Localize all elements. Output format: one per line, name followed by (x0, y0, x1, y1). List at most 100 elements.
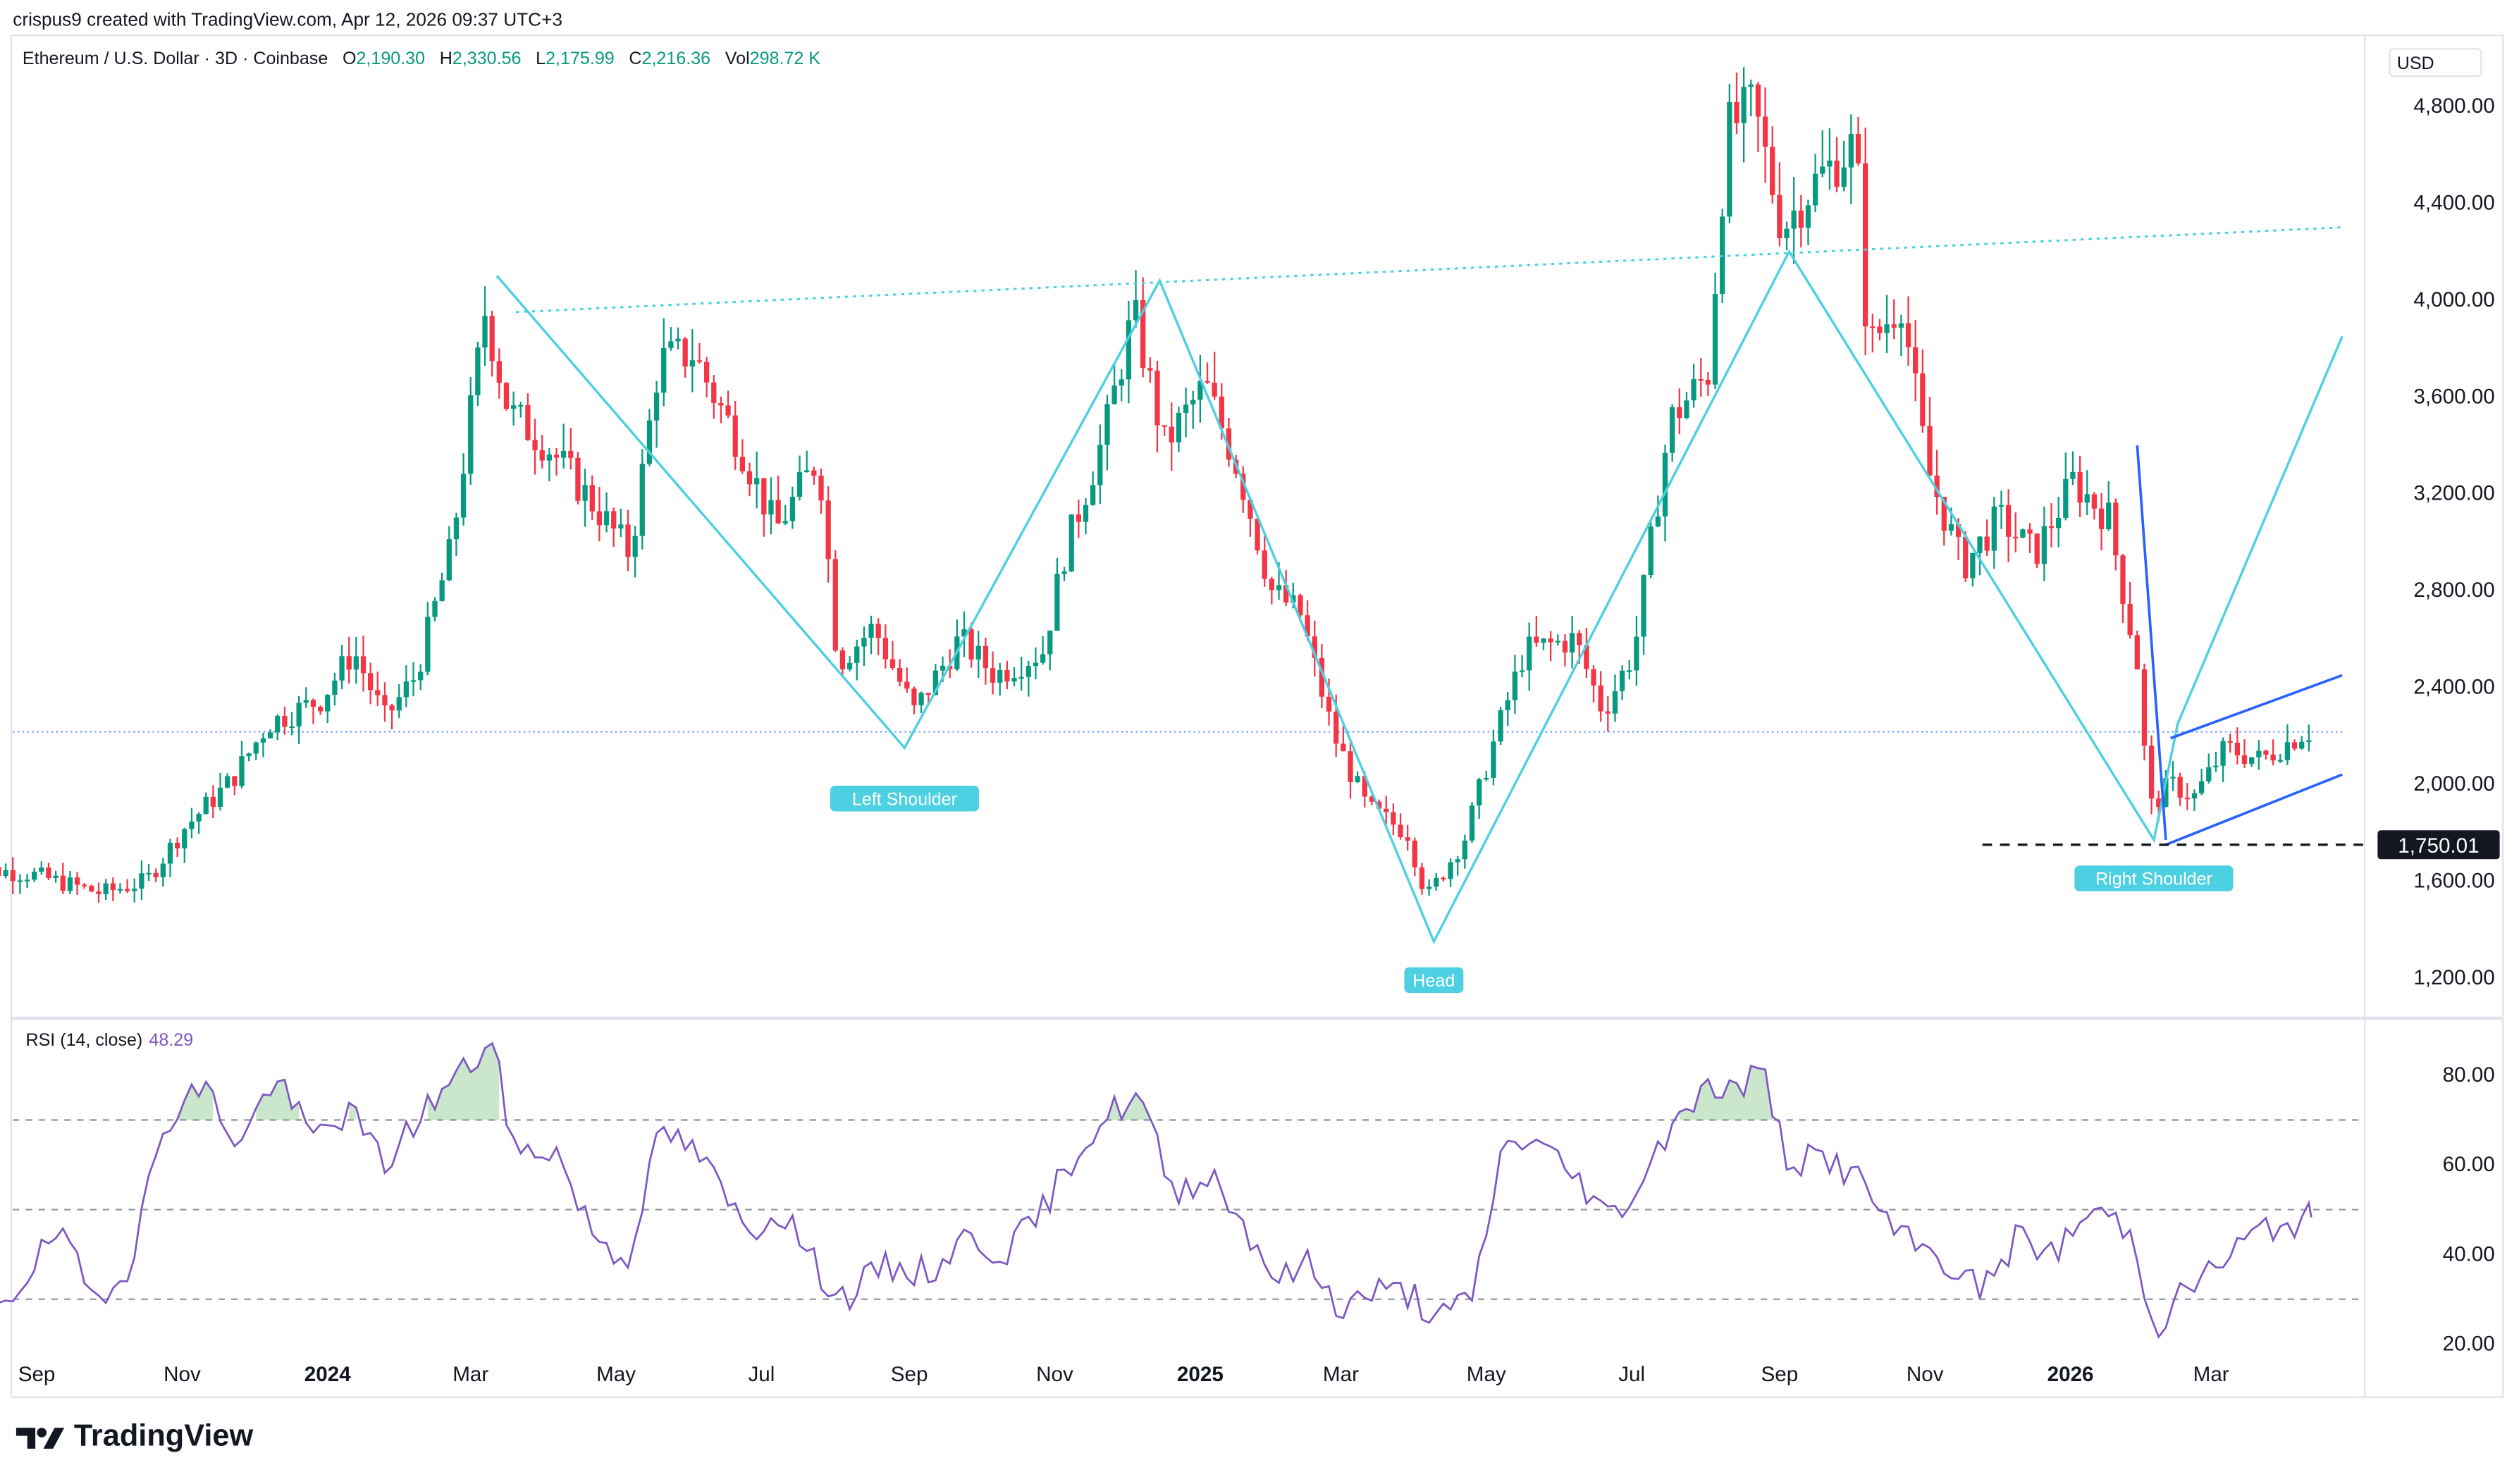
candle-body (2020, 529, 2026, 538)
candle-body (1991, 506, 1997, 551)
candle-body (353, 656, 359, 670)
candle-body (711, 382, 717, 403)
candle-body (103, 883, 109, 894)
candle-body (1434, 877, 1439, 887)
candle-body (768, 500, 774, 515)
candle-body (589, 485, 595, 512)
price-tick-label: 1,600.00 (2413, 869, 2494, 892)
candle-body (396, 697, 402, 711)
candle-body (2220, 741, 2226, 766)
open-label: O (342, 49, 357, 70)
candle-body (1948, 524, 1954, 531)
candle-body (1698, 378, 1704, 381)
candle-body (1119, 379, 1124, 386)
candle-body (897, 667, 903, 682)
candle-body (1240, 474, 1246, 500)
tradingview-logo-icon (16, 1428, 65, 1449)
candle-body (1376, 801, 1382, 809)
time-tick-label: Jul (1618, 1363, 1645, 1386)
candle-body (2034, 533, 2040, 564)
candle-body (296, 703, 302, 726)
candle-body (882, 638, 888, 660)
candle-body (1755, 84, 1761, 117)
time-tick-label: May (596, 1363, 636, 1386)
candle-body (2120, 555, 2126, 605)
candle-body (932, 670, 939, 695)
candle-body (153, 872, 159, 877)
candle-body (2284, 742, 2291, 760)
time-tick-label: May (1467, 1363, 1506, 1386)
candle-body (189, 821, 195, 829)
symbol-name[interactable]: Ethereum / U.S. Dollar · 3D · Coinbase (22, 49, 328, 70)
candle-body (1469, 805, 1475, 841)
volume-label: Vol (725, 49, 750, 70)
candle-body (503, 383, 510, 409)
candle-body (2041, 526, 2047, 564)
candle-body (1605, 711, 1610, 714)
time-tick-label: Nov (1036, 1363, 1073, 1386)
brand-name: TradingView (73, 1419, 254, 1454)
candle-body (132, 889, 137, 891)
candle-body (1448, 862, 1453, 879)
candle-body (2113, 502, 2119, 556)
candle-body (1705, 379, 1711, 385)
candle-body (718, 402, 724, 406)
candle-body (2291, 742, 2298, 749)
candle-body (482, 316, 488, 348)
candle-body (418, 672, 424, 681)
candle-body (1963, 536, 1969, 579)
candle-body (1562, 641, 1568, 653)
rsi-tick-label: 40.00 (2443, 1242, 2495, 1266)
candle-body (0, 867, 1, 877)
currency-button[interactable]: USD (2389, 48, 2482, 78)
tradingview-brand[interactable]: TradingView (16, 1420, 253, 1455)
candle-body (2256, 750, 2262, 758)
candle-body (1133, 300, 1139, 321)
candle-body (1662, 452, 1668, 517)
candle-body (46, 867, 51, 879)
candle-body (1941, 497, 1947, 531)
candle-body (1970, 552, 1976, 579)
candle-body (2163, 778, 2169, 808)
candle-body (1004, 670, 1010, 682)
price-tick-label: 2,000.00 (2413, 772, 2494, 796)
time-tick-label: Mar (1323, 1363, 1359, 1386)
candle-body (1655, 516, 1661, 527)
candle-body (2056, 517, 2062, 528)
candle-body (839, 650, 846, 669)
candle-body (2191, 793, 2198, 798)
candle-body (646, 420, 653, 464)
candle-body (1348, 751, 1353, 782)
candle-body (1591, 669, 1596, 686)
candle-body (1047, 631, 1053, 655)
candle-body (1104, 404, 1110, 445)
candle-body (1298, 595, 1303, 616)
candles (0, 67, 2312, 903)
candle-body (2177, 777, 2183, 798)
candle-body (2227, 741, 2233, 743)
candle-body (918, 693, 924, 705)
candle-body (1834, 160, 1840, 187)
candle-body (975, 645, 981, 660)
candle-body (339, 656, 345, 681)
candle-body (1205, 381, 1210, 383)
candle-body (1805, 205, 1811, 228)
candle-body (1426, 886, 1432, 889)
candle-body (682, 338, 688, 367)
rsi-overbought-fill (1679, 1065, 1773, 1120)
price-tick-label: 4,800.00 (2413, 94, 2494, 118)
low-label: L (536, 49, 546, 70)
candle-body (375, 690, 381, 695)
candle-body (925, 693, 931, 695)
chart-credit: crispus9 created with TradingView.com, A… (13, 11, 563, 31)
candle-body (1641, 575, 1646, 637)
candle-body (983, 645, 989, 669)
candle-body (1741, 87, 1747, 123)
candle-body (2270, 754, 2276, 761)
candle-body (167, 843, 173, 864)
candle-body (1512, 672, 1518, 700)
candle-body (332, 680, 338, 695)
candle-body (1419, 867, 1425, 889)
candle-body (2027, 529, 2033, 534)
